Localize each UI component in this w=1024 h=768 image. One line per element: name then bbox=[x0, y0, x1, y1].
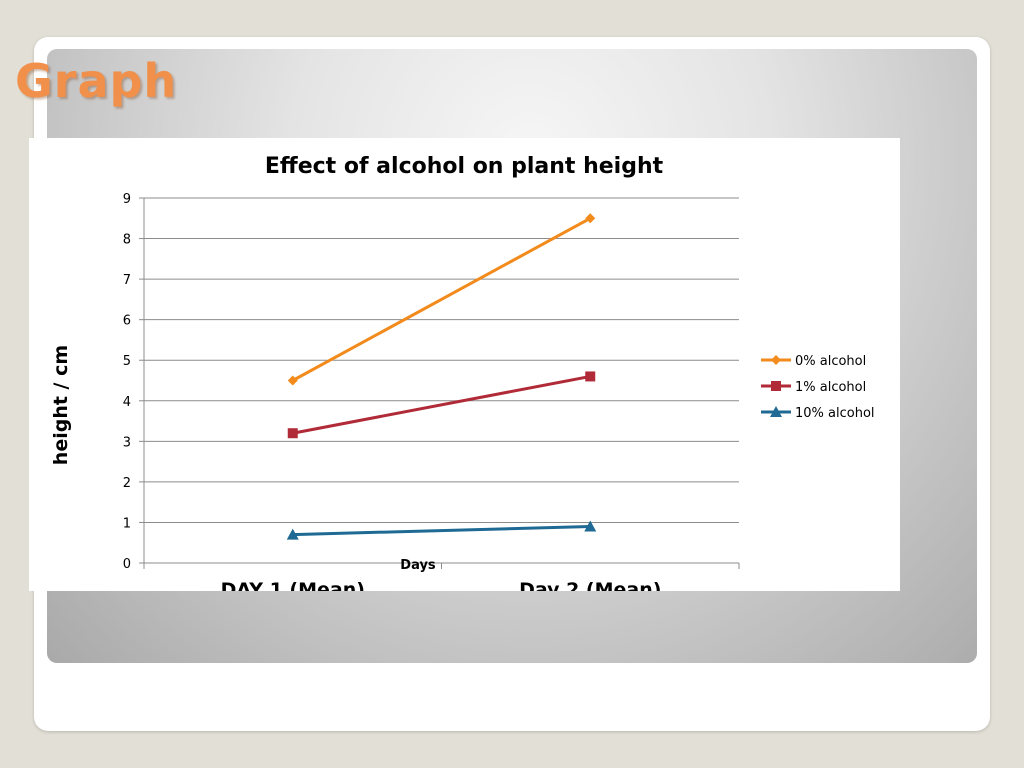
point-marker-square bbox=[585, 371, 596, 382]
slide-title: Graph bbox=[15, 54, 178, 108]
series-2 bbox=[287, 371, 596, 439]
y-axis-label: height / cm bbox=[50, 345, 72, 465]
point-marker-diamond bbox=[585, 213, 596, 224]
legend-label: 1% alcohol bbox=[795, 380, 866, 395]
series-line bbox=[292, 374, 591, 435]
y-tick-label: 1 bbox=[123, 516, 131, 531]
point-marker-triangle bbox=[286, 528, 299, 540]
legend-item: 0% alcohol bbox=[761, 354, 866, 369]
point-marker-square bbox=[771, 381, 781, 391]
series-line bbox=[292, 525, 591, 537]
y-tick-label: 4 bbox=[123, 395, 131, 410]
chart-area: Effect of alcohol on plant height 0 1 2 3 4 5… bbox=[29, 138, 900, 591]
y-tick-label: 9 bbox=[123, 192, 131, 207]
legend-label: 0% alcohol bbox=[795, 354, 866, 369]
y-tick-label: 8 bbox=[123, 233, 131, 248]
chart-title: Effect of alcohol on plant height bbox=[265, 154, 664, 179]
y-tick-label: 6 bbox=[123, 314, 131, 329]
y-axis-ticks: 0 1 2 3 4 5 6 7 8 9 bbox=[123, 192, 131, 572]
x-tick-label: Day 2 (Mean) bbox=[519, 579, 661, 591]
x-tick-label: DAY 1 (Mean) bbox=[221, 579, 365, 591]
y-tick-label: 2 bbox=[123, 476, 131, 491]
series-1 bbox=[287, 213, 596, 386]
legend-item: 10% alcohol bbox=[761, 406, 875, 421]
legend-label: 10% alcohol bbox=[795, 406, 875, 421]
y-tick-label: 7 bbox=[123, 273, 131, 288]
x-axis-label: Days bbox=[400, 558, 436, 573]
point-marker-triangle bbox=[584, 520, 597, 532]
legend: 0% alcohol 1% alcohol 10% alcohol bbox=[761, 354, 875, 421]
y-tick-label: 3 bbox=[123, 435, 131, 450]
point-marker-triangle bbox=[770, 406, 782, 417]
series-line bbox=[292, 216, 591, 382]
point-marker-diamond bbox=[771, 355, 781, 365]
line-chart: Effect of alcohol on plant height 0 1 2 3 4 5… bbox=[50, 154, 875, 591]
legend-item: 1% alcohol bbox=[761, 380, 866, 395]
gridlines bbox=[139, 197, 740, 569]
x-axis-ticks: DAY 1 (Mean) Day 2 (Mean) bbox=[221, 579, 662, 591]
series-3 bbox=[286, 520, 597, 540]
y-tick-label: 0 bbox=[123, 557, 131, 572]
point-marker-diamond bbox=[287, 375, 298, 386]
point-marker-square bbox=[287, 428, 298, 439]
series-group bbox=[286, 213, 597, 540]
y-tick-label: 5 bbox=[123, 354, 131, 369]
